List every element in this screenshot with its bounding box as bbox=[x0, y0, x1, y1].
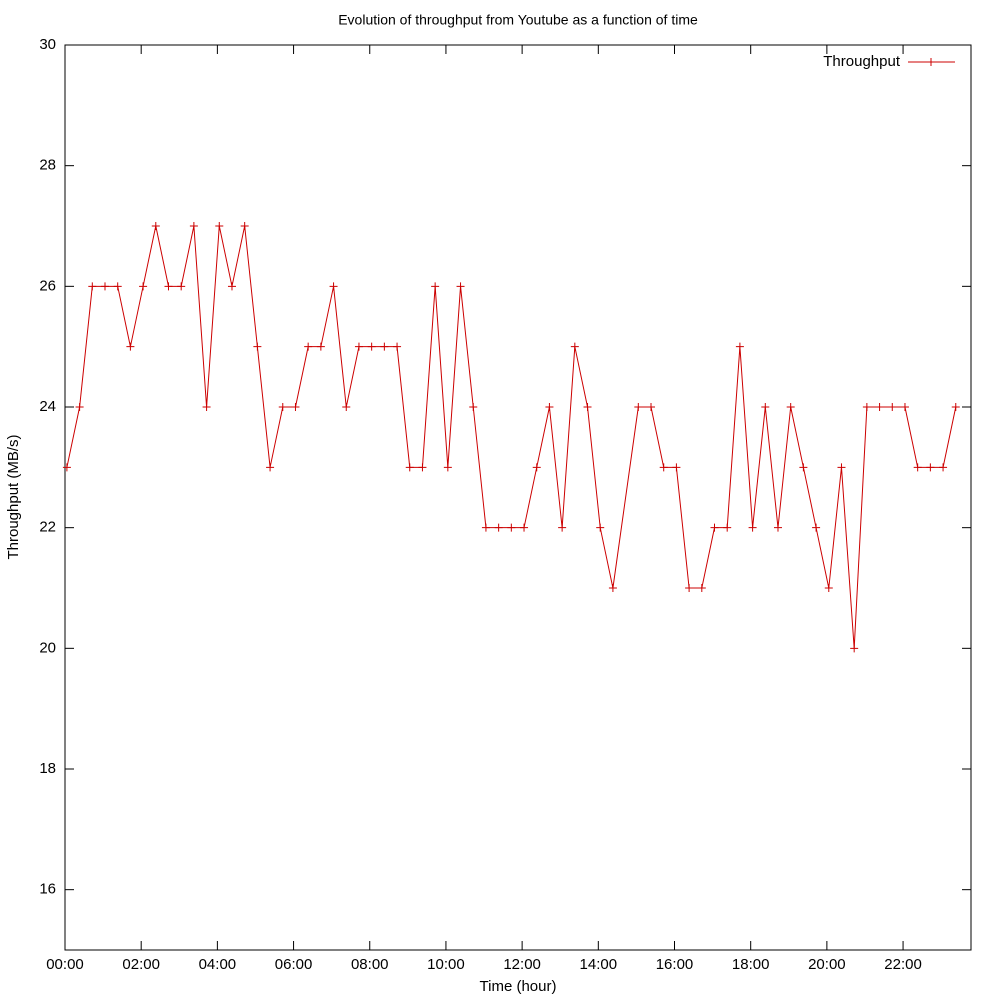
data-point bbox=[735, 342, 744, 351]
data-line bbox=[66, 225, 957, 649]
data-point bbox=[583, 403, 592, 411]
data-point bbox=[88, 282, 97, 291]
x-tick-label: 20:00 bbox=[808, 956, 846, 973]
data-point bbox=[316, 342, 325, 351]
data-point bbox=[139, 282, 148, 291]
y-tick-label: 30 bbox=[39, 36, 56, 53]
x-tick-label: 22:00 bbox=[884, 956, 922, 973]
data-point bbox=[113, 282, 122, 291]
data-point bbox=[824, 584, 833, 592]
data-point bbox=[443, 463, 452, 472]
data-point bbox=[773, 523, 782, 532]
data-point bbox=[393, 342, 402, 351]
data-point bbox=[812, 523, 821, 532]
data-point bbox=[875, 403, 884, 411]
data-point bbox=[100, 282, 109, 291]
data-point bbox=[380, 342, 389, 351]
data-point bbox=[697, 584, 706, 592]
x-tick-label: 02:00 bbox=[122, 956, 160, 973]
data-point bbox=[151, 222, 160, 230]
data-point bbox=[761, 403, 770, 411]
x-tick-label: 16:00 bbox=[656, 956, 694, 973]
x-tick-label: 14:00 bbox=[580, 956, 618, 973]
data-point bbox=[570, 342, 579, 351]
data-point bbox=[291, 403, 300, 411]
data-point bbox=[354, 342, 363, 351]
data-point bbox=[723, 523, 732, 532]
legend-marker bbox=[927, 58, 935, 66]
data-point bbox=[900, 403, 909, 411]
data-point bbox=[659, 463, 668, 472]
data-point bbox=[672, 463, 681, 472]
data-point bbox=[177, 282, 186, 291]
data-point bbox=[304, 342, 313, 351]
data-point bbox=[608, 584, 617, 592]
data-point bbox=[164, 282, 173, 291]
plot-frame bbox=[64, 44, 972, 951]
data-point bbox=[227, 282, 236, 291]
legend-label: Throughput bbox=[823, 53, 901, 70]
data-point bbox=[126, 342, 135, 351]
data-point bbox=[913, 463, 922, 472]
data-point bbox=[240, 222, 249, 230]
data-point bbox=[520, 523, 529, 532]
data-point bbox=[939, 463, 948, 472]
x-tick-label: 00:00 bbox=[46, 956, 84, 973]
data-point bbox=[469, 403, 478, 411]
y-tick-label: 24 bbox=[39, 398, 56, 415]
x-tick-label: 04:00 bbox=[199, 956, 237, 973]
y-tick-label: 26 bbox=[39, 277, 56, 294]
y-tick-label: 22 bbox=[39, 519, 56, 536]
data-point bbox=[926, 463, 935, 472]
y-tick-label: 28 bbox=[39, 157, 56, 174]
data-point bbox=[202, 403, 211, 411]
data-point bbox=[850, 644, 859, 653]
data-point bbox=[367, 342, 376, 351]
data-point bbox=[329, 282, 338, 291]
data-point bbox=[837, 463, 846, 472]
data-point bbox=[748, 523, 757, 532]
data-point bbox=[253, 342, 262, 351]
data-point bbox=[75, 403, 84, 411]
x-tick-label: 10:00 bbox=[427, 956, 465, 973]
data-point bbox=[596, 523, 605, 532]
data-point bbox=[189, 222, 198, 230]
x-tick-label: 08:00 bbox=[351, 956, 389, 973]
data-point bbox=[62, 463, 71, 472]
data-point bbox=[278, 403, 287, 411]
x-tick-label: 18:00 bbox=[732, 956, 770, 973]
data-point bbox=[431, 282, 440, 291]
data-point bbox=[951, 403, 960, 411]
x-tick-label: 12:00 bbox=[503, 956, 541, 973]
data-point bbox=[507, 523, 516, 532]
data-point bbox=[405, 463, 414, 472]
data-point bbox=[342, 403, 351, 411]
data-point bbox=[685, 584, 694, 592]
data-point bbox=[786, 403, 795, 411]
y-axis-label: Throughput (MB/s) bbox=[5, 434, 22, 559]
data-point bbox=[799, 463, 808, 472]
y-tick-label: 20 bbox=[39, 639, 56, 656]
data-point bbox=[647, 403, 656, 411]
y-tick-label: 18 bbox=[39, 760, 56, 777]
data-point bbox=[710, 523, 719, 532]
data-point bbox=[456, 282, 465, 291]
data-point bbox=[545, 403, 554, 411]
x-axis-label: Time (hour) bbox=[480, 978, 557, 995]
data-point bbox=[888, 403, 897, 411]
x-tick-label: 06:00 bbox=[275, 956, 313, 973]
data-point bbox=[634, 403, 643, 411]
data-point bbox=[558, 523, 567, 532]
data-point bbox=[418, 463, 427, 472]
data-point bbox=[862, 403, 871, 411]
data-point bbox=[532, 463, 541, 472]
data-point bbox=[481, 523, 490, 532]
data-point bbox=[266, 463, 275, 472]
y-tick-label: 16 bbox=[39, 881, 56, 898]
chart-title: Evolution of throughput from Youtube as … bbox=[338, 12, 698, 28]
data-point bbox=[494, 523, 503, 532]
data-point bbox=[215, 222, 224, 230]
